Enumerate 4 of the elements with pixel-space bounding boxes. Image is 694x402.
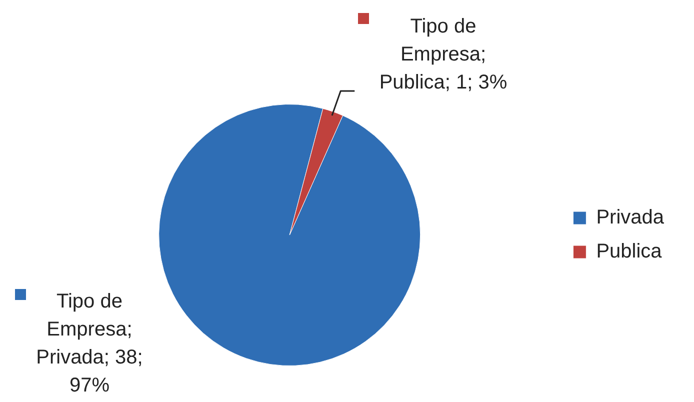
legend-label: Publica <box>596 240 663 263</box>
data-label: Tipo de Empresa; Privada; 38; 97% <box>36 290 143 397</box>
data-label: Tipo de Empresa; Publica; 1; 3% <box>379 15 508 94</box>
legend-label: Privada <box>596 206 665 229</box>
